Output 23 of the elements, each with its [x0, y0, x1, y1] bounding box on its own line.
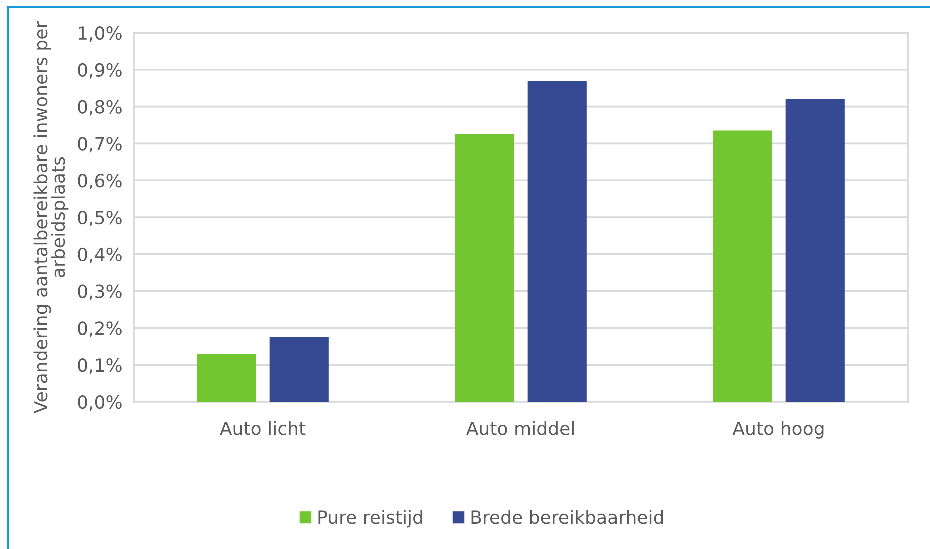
y-tick-label: 0,2% — [78, 322, 122, 338]
bar — [270, 337, 329, 402]
y-tick-label: 0,7% — [78, 137, 122, 153]
y-tick-label: 0,5% — [78, 210, 122, 226]
y-tick-label: 0,4% — [78, 248, 122, 264]
bar — [197, 354, 256, 402]
x-tick-label: Auto middel — [466, 421, 574, 436]
y-tick-label: 0,6% — [78, 174, 122, 190]
x-tick-label: Auto hoog — [732, 421, 824, 439]
y-axis-title: Verandering aantalbereikbare inwoners per arbeidsplaats — [34, 21, 69, 414]
bar — [786, 99, 845, 402]
bar — [455, 134, 514, 402]
x-tick-label: Auto licht — [220, 421, 306, 436]
legend-label: Brede bereikbaarheid — [472, 510, 664, 524]
legend-label: Pure reistijd — [318, 510, 422, 528]
y-tick-label: 1,0% — [79, 26, 122, 42]
y-tick-label: 0,9% — [78, 63, 122, 79]
bar — [713, 130, 772, 402]
y-tick-label: 0,3% — [78, 284, 122, 300]
bar — [528, 80, 587, 402]
y-tick-label: 0,1% — [78, 358, 122, 374]
y-tick-label: 0,8% — [78, 100, 122, 116]
y-tick-label: 0,0% — [78, 395, 122, 411]
